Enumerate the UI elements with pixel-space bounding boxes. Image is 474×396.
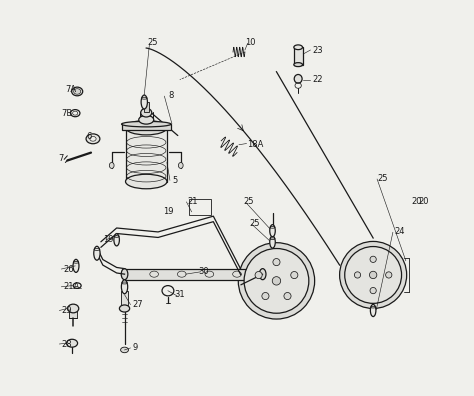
Ellipse shape <box>94 246 100 260</box>
Ellipse shape <box>68 304 79 313</box>
Ellipse shape <box>294 45 302 50</box>
Ellipse shape <box>73 259 79 272</box>
Circle shape <box>291 272 298 279</box>
Circle shape <box>370 287 376 294</box>
Text: 30: 30 <box>198 267 209 276</box>
Circle shape <box>262 293 269 300</box>
Ellipse shape <box>72 87 82 96</box>
Text: 19: 19 <box>163 208 173 216</box>
Text: 25: 25 <box>249 219 260 228</box>
Ellipse shape <box>141 95 147 109</box>
Text: 24: 24 <box>395 227 405 236</box>
Circle shape <box>255 272 262 279</box>
Text: 8: 8 <box>168 91 173 100</box>
Text: 20: 20 <box>411 198 422 206</box>
Circle shape <box>244 249 309 313</box>
Ellipse shape <box>119 305 130 312</box>
Ellipse shape <box>114 234 119 246</box>
Circle shape <box>284 293 291 300</box>
Circle shape <box>386 272 392 278</box>
Ellipse shape <box>139 115 154 124</box>
Bar <box>189 199 210 215</box>
Text: 9: 9 <box>132 343 137 352</box>
Ellipse shape <box>126 120 167 135</box>
Ellipse shape <box>178 162 183 168</box>
Ellipse shape <box>90 137 96 141</box>
Ellipse shape <box>294 63 302 67</box>
Circle shape <box>345 247 401 303</box>
Ellipse shape <box>109 162 114 168</box>
Ellipse shape <box>121 280 128 294</box>
Text: 7: 7 <box>59 154 64 163</box>
Bar <box>125 268 263 280</box>
Ellipse shape <box>294 74 302 83</box>
Text: 21A: 21A <box>64 282 80 291</box>
Bar <box>144 102 149 112</box>
Circle shape <box>238 243 315 319</box>
Circle shape <box>369 271 377 279</box>
Text: 25: 25 <box>147 38 157 47</box>
Ellipse shape <box>120 347 128 353</box>
Text: 31: 31 <box>174 290 185 299</box>
Ellipse shape <box>259 268 266 280</box>
Bar <box>126 128 167 181</box>
Ellipse shape <box>86 134 100 144</box>
Text: 29: 29 <box>62 306 72 315</box>
Text: 5: 5 <box>172 176 177 185</box>
Circle shape <box>272 277 281 285</box>
Ellipse shape <box>270 236 275 248</box>
Circle shape <box>339 242 407 308</box>
Text: 21: 21 <box>188 198 198 206</box>
Circle shape <box>355 272 361 278</box>
Text: 22: 22 <box>312 75 322 84</box>
Text: 20: 20 <box>419 198 429 206</box>
Ellipse shape <box>121 121 171 127</box>
Text: 23: 23 <box>312 46 323 55</box>
Bar <box>121 291 128 305</box>
Ellipse shape <box>121 268 128 280</box>
Ellipse shape <box>270 225 275 237</box>
Circle shape <box>273 259 280 266</box>
Ellipse shape <box>370 305 376 316</box>
Text: 25: 25 <box>378 174 388 183</box>
Text: 26: 26 <box>64 265 74 274</box>
Text: 25: 25 <box>244 198 254 206</box>
Text: 18A: 18A <box>247 140 263 149</box>
Bar <box>69 308 77 318</box>
Ellipse shape <box>73 89 81 94</box>
Circle shape <box>370 256 376 263</box>
Ellipse shape <box>141 109 152 117</box>
Bar <box>294 47 302 65</box>
Bar <box>121 124 171 129</box>
Text: 10: 10 <box>246 38 256 47</box>
Text: 6: 6 <box>86 132 91 141</box>
Text: 28: 28 <box>62 339 72 348</box>
Ellipse shape <box>126 174 167 189</box>
Ellipse shape <box>66 339 78 347</box>
Text: 7B: 7B <box>62 109 73 118</box>
Text: 27: 27 <box>132 300 143 309</box>
Text: 19: 19 <box>103 235 114 244</box>
Text: 7A: 7A <box>65 85 76 94</box>
